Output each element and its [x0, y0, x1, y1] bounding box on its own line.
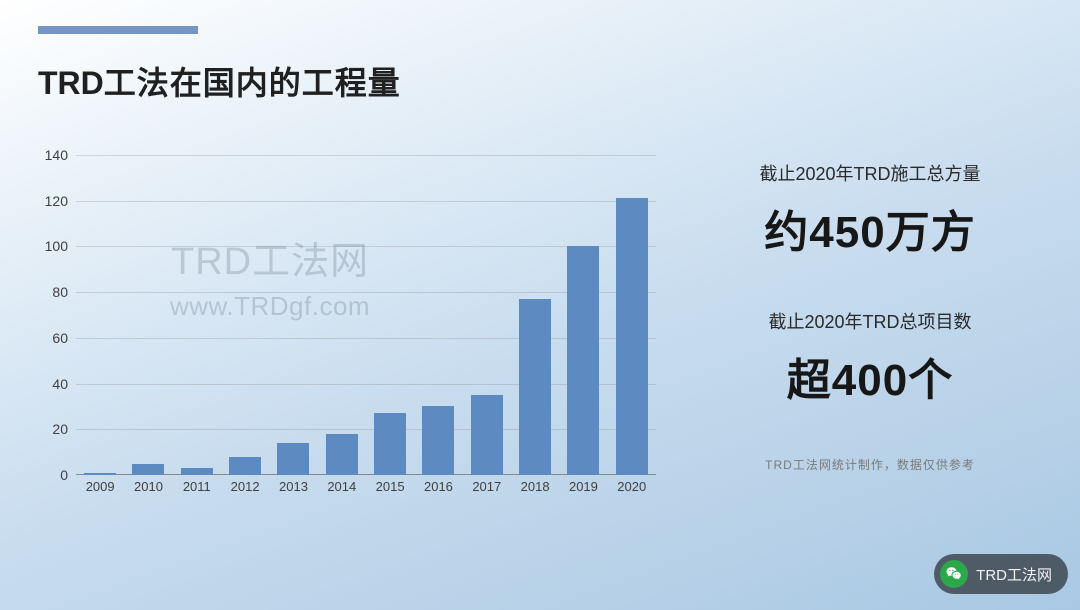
- y-tick-label: 20: [28, 421, 68, 437]
- bar: [616, 198, 648, 475]
- y-tick-label: 140: [28, 147, 68, 163]
- stat-value: 超400个: [700, 344, 1040, 408]
- x-tick-label: 2016: [418, 479, 458, 503]
- bar: [326, 434, 358, 475]
- x-tick-label: 2018: [515, 479, 555, 503]
- page-title: TRD工法在国内的工程量: [38, 58, 401, 104]
- bar: [519, 299, 551, 475]
- stat-value: 约450万方: [700, 196, 1040, 260]
- brand-pill[interactable]: TRD工法网: [934, 554, 1068, 594]
- stats-panel: 截止2020年TRD施工总方量 约450万方 截止2020年TRD总项目数 超4…: [700, 160, 1040, 473]
- title-prefix: TRD: [38, 65, 104, 101]
- x-tick-label: 2014: [322, 479, 362, 503]
- bars-container: [76, 155, 656, 475]
- brand-label: TRD工法网: [976, 564, 1052, 585]
- accent-bar: [38, 26, 198, 34]
- stat-caption: 截止2020年TRD施工总方量: [700, 160, 1040, 186]
- bar: [374, 413, 406, 475]
- y-tick-label: 80: [28, 284, 68, 300]
- stat-block-projects: 截止2020年TRD总项目数 超400个: [700, 308, 1040, 408]
- stat-block-volume: 截止2020年TRD施工总方量 约450万方: [700, 160, 1040, 260]
- footnote: TRD工法网统计制作，数据仅供参考: [700, 456, 1040, 473]
- bar: [229, 457, 261, 475]
- bar: [132, 464, 164, 475]
- bar-chart: 020406080100120140 200920102011201220132…: [28, 145, 668, 535]
- wechat-icon: [940, 560, 968, 588]
- x-tick-label: 2015: [370, 479, 410, 503]
- x-tick-label: 2013: [273, 479, 313, 503]
- bar: [277, 443, 309, 475]
- y-tick-label: 120: [28, 193, 68, 209]
- x-tick-label: 2019: [563, 479, 603, 503]
- bar: [84, 473, 116, 475]
- x-tick-label: 2009: [80, 479, 120, 503]
- bar: [181, 468, 213, 475]
- x-tick-label: 2011: [177, 479, 217, 503]
- y-tick-label: 60: [28, 330, 68, 346]
- bar: [422, 406, 454, 475]
- stat-caption: 截止2020年TRD总项目数: [700, 308, 1040, 334]
- x-axis-labels: 2009 2010 2011 2012 2013 2014 2015 2016 2017 2018…: [76, 479, 656, 503]
- bar: [471, 395, 503, 475]
- y-tick-label: 100: [28, 238, 68, 254]
- x-tick-label: 2017: [467, 479, 507, 503]
- x-tick-label: 2020: [612, 479, 652, 503]
- bar: [567, 246, 599, 475]
- y-tick-label: 40: [28, 376, 68, 392]
- title-rest: 工法在国内的工程量: [104, 65, 401, 101]
- y-tick-label: 0: [28, 467, 68, 483]
- x-tick-label: 2012: [225, 479, 265, 503]
- x-tick-label: 2010: [128, 479, 168, 503]
